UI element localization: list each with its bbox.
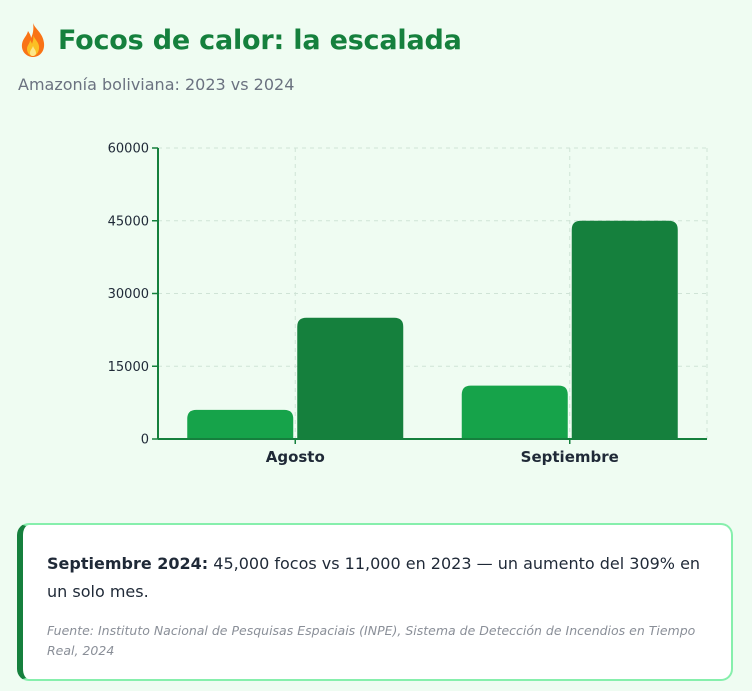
bar-agosto-series-2 [297, 317, 404, 439]
fire-icon [21, 23, 45, 57]
bar-chart: 0 15000 30000 45000 60000 Agosto Septiembre [108, 142, 708, 466]
x-axis-labels: Agosto Septiembre [266, 448, 619, 466]
highlight-card: Septiembre 2024: 45,000 focos vs 11,000 … [17, 523, 733, 681]
y-tick-label: 45000 [108, 214, 149, 229]
card-source: Fuente: Instituto Nacional de Pesquisas … [47, 623, 696, 658]
bar-septiembre-series-1 [461, 385, 568, 439]
title-row: Focos de calor: la escalada [18, 20, 738, 60]
page-title: Focos de calor: la escalada [58, 24, 462, 56]
bar-septiembre-series-2 [571, 220, 678, 439]
y-tick-label: 15000 [108, 360, 149, 375]
y-tick-label: 30000 [108, 287, 149, 302]
x-category-label: Agosto [266, 448, 325, 466]
bar-agosto-series-1 [187, 409, 294, 439]
card-highlight: Septiembre 2024: [47, 554, 209, 573]
x-category-label: Septiembre [521, 448, 619, 466]
chart-bars [187, 220, 678, 439]
y-axis-labels: 0 15000 30000 45000 60000 [108, 142, 149, 448]
y-tick-label: 60000 [108, 142, 149, 157]
card-summary: Septiembre 2024: 45,000 focos vs 11,000 … [47, 550, 705, 606]
card-text: 45,000 focos vs 11,000 en 2023 — un aume… [47, 554, 701, 601]
y-tick-label: 0 [141, 433, 149, 448]
chart-axes [152, 147, 707, 444]
header: Focos de calor: la escalada Amazonía bol… [18, 20, 738, 94]
page-subtitle: Amazonía boliviana: 2023 vs 2024 [18, 75, 295, 94]
